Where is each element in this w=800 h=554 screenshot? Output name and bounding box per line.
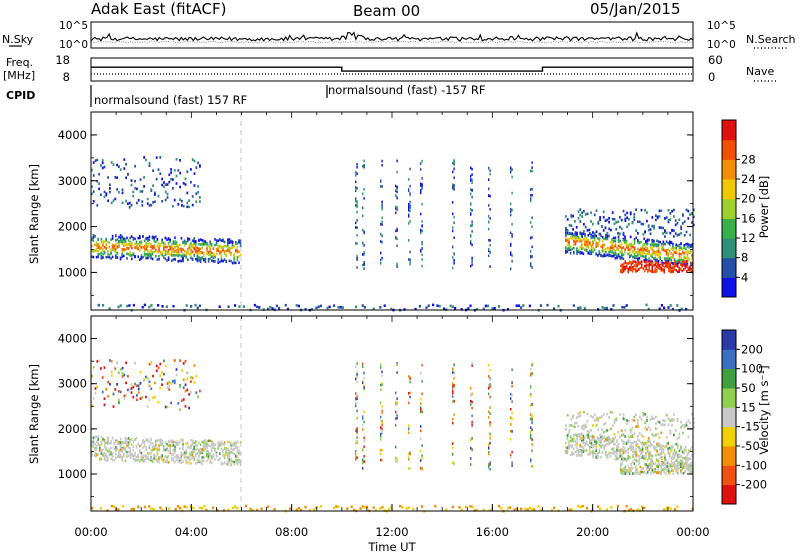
colorbar-tick-4: -15 [741, 420, 760, 434]
cpid-label-2: normalsound (fast) -157 RF [328, 83, 485, 97]
colorbar-swatch-0 [722, 277, 736, 298]
colorbar-swatch-3 [722, 218, 736, 239]
colorbar-swatch-4 [722, 198, 736, 219]
time-tick-label-2: 08:00 [275, 525, 308, 539]
time-tick-label-6: 00:00 [676, 525, 709, 539]
nsearch-noise-line [90, 40, 694, 44]
colorbar-swatch-4 [722, 407, 736, 428]
noise-left-tick-top: 10^5 [59, 20, 88, 32]
time-x-label: Time UT [367, 540, 416, 554]
date-title: 05/Jan/2015 [590, 0, 681, 18]
range-tick-label-1: 2000 [58, 422, 87, 436]
nave-right-tick-bottom: 0 [708, 70, 715, 84]
power-scatter [91, 156, 695, 312]
colorbar-swatch-7 [722, 349, 736, 370]
colorbar-tick-5: 24 [741, 172, 756, 186]
nave-right-tick-top: 60 [708, 53, 723, 67]
colorbar-tick-4: 20 [741, 192, 756, 206]
colorbar-tick-6: -100 [741, 458, 767, 472]
range-tick-label-3: 4000 [58, 128, 87, 142]
colorbar-tick-3: 16 [741, 211, 756, 225]
time-tick-label-5: 20:00 [576, 525, 609, 539]
nsky-label: N.Sky [2, 33, 34, 46]
colorbar-tick-5: -50 [741, 439, 760, 453]
colorbar-swatch-6 [722, 159, 736, 180]
power-colorbar-label: Power [dB] [757, 176, 771, 239]
cpid-label-1: normalsound (fast) 157 RF [94, 93, 247, 107]
colorbar-tick-0: 4 [741, 270, 748, 284]
colorbar-swatch-5 [722, 388, 736, 408]
noise-left-tick-bottom: 10^0 [59, 39, 88, 51]
range-tick-label-3: 4000 [58, 332, 87, 346]
colorbar-swatch-0 [722, 484, 736, 505]
freq-left-tick-bottom: 8 [63, 70, 70, 84]
noise-right-tick-top: 10^5 [707, 20, 736, 32]
noise-panel: N.Sky N.Search 10^5 10^0 10^5 10^0 [2, 20, 796, 51]
colorbar-tick-7: -200 [741, 478, 767, 492]
power-panel: 1000 2000 3000 4000 Slant Range [km] [27, 111, 695, 312]
frequency-panel: Freq. [MHz] Nave 18 8 60 0 [3, 53, 776, 84]
cpid-row: CPID normalsound (fast) 157 RF normalsou… [6, 83, 485, 107]
nsky-noise-line [90, 31, 694, 42]
range-tick-label-2: 3000 [58, 174, 87, 188]
colorbar-swatch-1 [722, 465, 736, 486]
power-y-ticks: 1000 2000 3000 4000 [58, 111, 693, 296]
colorbar-swatch-6 [722, 368, 736, 389]
station-title: Adak East (fitACF) [91, 0, 226, 18]
freq-unit-label: [MHz] [3, 69, 35, 82]
velocity-colorbar-label: Velocity [m s⁻¹] [757, 365, 771, 454]
range-tick-label-0: 1000 [58, 265, 87, 279]
noise-right-tick-bottom: 10^0 [707, 39, 736, 51]
time-x-ticks: 00:00 04:00 08:00 12:00 16:00 20:00 00:00 [74, 112, 710, 539]
colorbar-tick-2: 50 [741, 381, 756, 395]
time-tick-label-1: 04:00 [175, 525, 208, 539]
velocity-y-ticks: 1000 2000 3000 4000 [58, 315, 693, 497]
colorbar-swatch-8 [722, 330, 736, 350]
colorbar-swatch-7 [722, 139, 736, 160]
freq-left-tick-top: 18 [55, 53, 70, 67]
colorbar-swatch-1 [722, 257, 736, 278]
frequency-line [91, 66, 693, 72]
frequency-trace [91, 66, 693, 75]
velocity-scatter [91, 359, 695, 513]
colorbar-tick-2: 12 [741, 231, 756, 245]
power-y-label: Slant Range [km] [27, 164, 41, 264]
power-colorbar: 4 8 12 16 20 24 28 [721, 119, 756, 298]
time-tick-label-4: 16:00 [476, 525, 509, 539]
velocity-y-label: Slant Range [km] [27, 364, 41, 464]
colorbar-tick-6: 28 [741, 152, 756, 166]
velocity-panel: 1000 2000 3000 4000 00:00 04:00 08:00 12:00 16:… [27, 112, 710, 554]
colorbar-tick-1: 8 [741, 251, 748, 265]
colorbar-swatch-8 [722, 120, 736, 141]
colorbar-tick-3: 15 [741, 400, 756, 414]
colorbar-tick-0: 200 [741, 342, 763, 356]
colorbar-swatch-2 [722, 446, 736, 466]
noise-trace [90, 31, 694, 44]
colorbar-swatch-2 [722, 238, 736, 259]
freq-label: Freq. [6, 56, 33, 69]
colorbar-swatch-5 [722, 179, 736, 200]
beam-title: Beam 00 [353, 2, 420, 20]
velocity-colorbar: 200 100 50 15 -15 -50 -100 -200 [721, 329, 767, 505]
nave-label: Nave [746, 65, 774, 78]
colorbar-tick-1: 100 [741, 362, 763, 376]
time-tick-label-3: 12:00 [375, 525, 408, 539]
range-tick-label-0: 1000 [58, 467, 87, 481]
range-tick-label-1: 2000 [58, 220, 87, 234]
colorbar-swatch-3 [722, 426, 736, 447]
cpid-label: CPID [6, 89, 35, 102]
range-tick-label-2: 3000 [58, 377, 87, 391]
nsearch-label: N.Search [746, 33, 796, 46]
time-tick-label-0: 00:00 [74, 525, 107, 539]
